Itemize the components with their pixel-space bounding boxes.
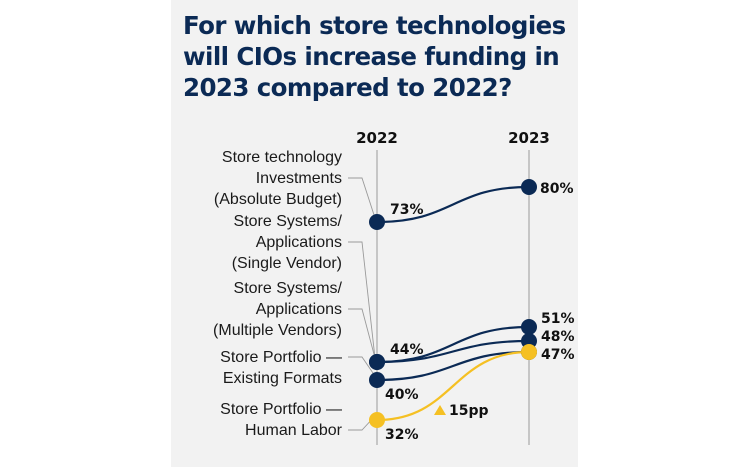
category-label-line: (Single Vendor) [232, 255, 342, 272]
value-label-2023: 48% [541, 329, 575, 345]
data-point-2022 [369, 372, 385, 388]
series-line [376, 350, 530, 422]
category-label-line: Investments [256, 170, 342, 187]
value-label-2023: 51% [541, 311, 575, 327]
value-label-2022: 40% [385, 387, 419, 403]
data-point-2022 [369, 214, 385, 230]
series-line [376, 185, 530, 224]
category-label: Store Systems/Applications (Single Vendor… [232, 213, 343, 272]
connector-line [348, 308, 376, 359]
triangle-up-icon [434, 405, 446, 415]
data-point-2022 [369, 412, 385, 428]
category-label-line: Store Systems/ [234, 280, 343, 297]
category-label: Store Portfolio — Existing Formats [220, 349, 342, 387]
chart-title: For which store technologies will CIOs i… [183, 11, 566, 102]
category-label-line: Existing Formats [223, 370, 342, 387]
data-point-2023 [521, 333, 537, 349]
series-line [376, 350, 530, 382]
category-label-line: Store Portfolio — [220, 349, 342, 366]
value-label-2022: 44% [390, 342, 424, 358]
category-label-line: (Multiple Vendors) [213, 322, 342, 339]
category-label-line: (Absolute Budget) [214, 191, 342, 208]
x-tick-label-2023: 2023 [508, 129, 550, 147]
value-label-2023: 47% [541, 347, 575, 363]
category-label-line: Store technology [222, 149, 342, 166]
category-label-line: Applications [256, 301, 342, 318]
data-point-2023 [521, 179, 537, 195]
connector-line [348, 241, 376, 359]
connector-line [348, 177, 376, 219]
value-label-2023: 80% [540, 181, 574, 197]
data-point-2023 [521, 344, 537, 360]
category-label-line: Store Systems/ [234, 213, 343, 230]
category-label-line: Store Portfolio — [220, 401, 342, 418]
category-label: Store Systems/Applications (Multiple Vend… [213, 280, 343, 339]
chart-panel [171, 0, 578, 467]
category-label-line: Human Labor [245, 422, 343, 439]
connector-line [348, 356, 376, 377]
value-label-2022: 32% [385, 427, 419, 443]
annotation-label: 15pp [449, 403, 489, 419]
data-point-2022 [369, 354, 385, 370]
category-label: Store Portfolio — Human Labor [220, 401, 342, 439]
category-label: Store technology Investments (Absolute Bud… [214, 149, 342, 208]
series-line [376, 339, 530, 364]
value-label-2022: 73% [390, 202, 424, 218]
data-point-2023 [521, 319, 537, 335]
x-tick-label-2022: 2022 [356, 129, 398, 147]
category-label-line: Applications [256, 234, 342, 251]
